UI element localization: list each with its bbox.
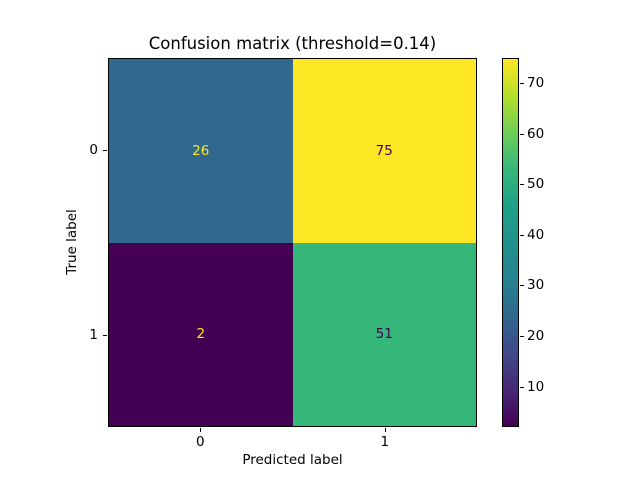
x-tick-label: 1	[380, 434, 390, 450]
y-tick-mark	[103, 150, 107, 152]
colorbar-tick-label: 70	[527, 75, 545, 92]
y-tick-label: 0	[89, 142, 98, 159]
colorbar-tick-mark	[520, 234, 524, 236]
colorbar-tick-mark	[520, 133, 524, 135]
colorbar-tick-mark	[520, 83, 524, 85]
heatmap-axes: 26 75 2 51	[108, 58, 477, 427]
x-tick-mark	[384, 428, 386, 432]
colorbar-tick-label: 10	[527, 378, 545, 395]
heatmap-cell-0-0: 26	[109, 59, 293, 243]
x-tick-label: 0	[195, 434, 205, 450]
colorbar-tick-label: 40	[527, 226, 545, 243]
heatmap-cell-1-1: 51	[292, 242, 476, 426]
cell-value: 51	[375, 326, 393, 343]
cell-value: 2	[196, 326, 206, 343]
chart-title: Confusion matrix (threshold=0.14)	[148, 34, 437, 53]
colorbar-tick-mark	[520, 184, 524, 186]
cell-value: 26	[192, 142, 210, 159]
colorbar-tick-label: 50	[527, 176, 545, 193]
colorbar-tick-mark	[520, 386, 524, 388]
colorbar-tick-mark	[520, 336, 524, 337]
y-tick-label: 1	[89, 326, 98, 343]
x-axis-label: Predicted label	[242, 452, 343, 468]
colorbar-tick-mark	[520, 285, 524, 287]
y-axis-label: True label	[64, 209, 80, 275]
colorbar-tick-label: 60	[527, 125, 545, 142]
cell-value: 75	[375, 142, 393, 159]
colorbar	[502, 58, 519, 427]
x-tick-mark	[200, 428, 202, 432]
heatmap-cell-0-1: 75	[292, 59, 476, 243]
colorbar-tick-label: 20	[527, 328, 545, 344]
y-tick-mark	[103, 334, 107, 336]
colorbar-tick-label: 30	[527, 277, 545, 294]
heatmap-cell-1-0: 2	[109, 242, 293, 426]
